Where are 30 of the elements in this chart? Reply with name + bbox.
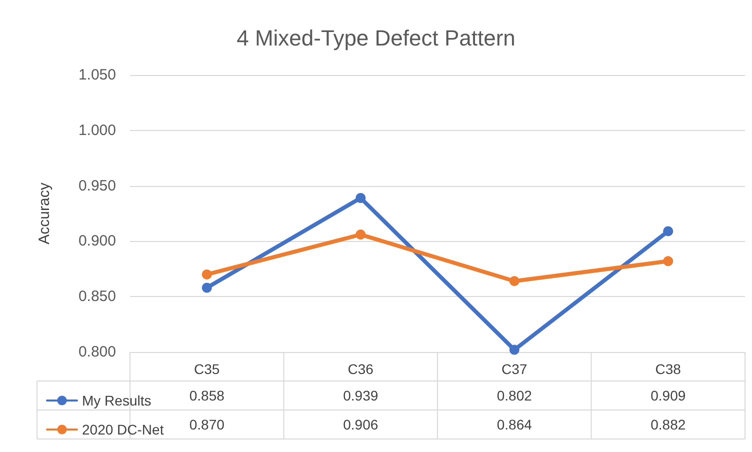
y-tick-label: 0.850 (78, 288, 116, 306)
y-tick-label: 1.000 (78, 122, 116, 139)
point (663, 256, 674, 266)
y-tick-label: 0.950 (78, 177, 116, 194)
point (663, 226, 674, 236)
point (509, 276, 520, 286)
data-label: 0.906 (343, 416, 378, 432)
point (356, 192, 366, 203)
data-label: 0.939 (343, 388, 378, 404)
x-tick-label: C35 (194, 361, 220, 377)
point (356, 230, 366, 240)
data-label: 0.864 (496, 416, 532, 432)
y-axis-title: Accuracy (36, 182, 53, 244)
y-tick-label: 1.050 (78, 66, 116, 84)
x-tick-label: C37 (502, 361, 528, 377)
data-label: 0.870 (189, 416, 225, 432)
point (202, 269, 212, 280)
data-label: 0.802 (496, 388, 532, 404)
x-tick-label: C36 (348, 361, 374, 377)
y-tick-label: 0.900 (78, 232, 116, 250)
x-tick-label: C38 (655, 361, 682, 377)
legend-label: 2020 DC-Net (82, 422, 164, 438)
data-label: 0.858 (189, 388, 225, 404)
chart-title: 4 Mixed-Type Defect Pattern (236, 26, 516, 50)
y-tick-label: 0.800 (78, 344, 116, 360)
point (202, 282, 212, 293)
data-label: 0.882 (650, 416, 686, 432)
data-label: 0.909 (650, 388, 686, 404)
legend-label: My Results (82, 392, 152, 408)
point (509, 344, 520, 355)
